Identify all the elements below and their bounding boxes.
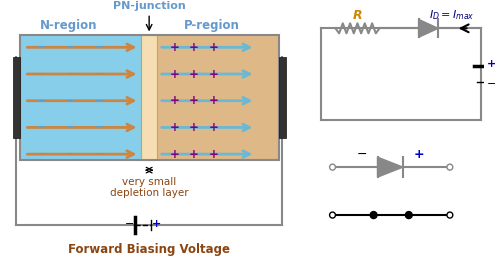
Text: −: − <box>66 96 75 106</box>
Text: −: − <box>125 219 134 229</box>
Text: −: − <box>66 69 75 79</box>
Circle shape <box>330 164 336 170</box>
Text: −: − <box>95 69 104 79</box>
Text: −: − <box>37 96 46 106</box>
Circle shape <box>330 212 336 218</box>
Text: +: + <box>209 121 219 134</box>
Text: +: + <box>189 41 199 54</box>
Circle shape <box>447 212 453 218</box>
Bar <box>13 57 20 138</box>
Circle shape <box>447 164 453 170</box>
Text: +: + <box>487 59 495 69</box>
Circle shape <box>405 212 412 219</box>
Bar <box>142 35 157 160</box>
Text: very small: very small <box>122 177 176 187</box>
Bar <box>142 35 279 160</box>
Text: +: + <box>413 148 424 161</box>
Circle shape <box>370 212 377 219</box>
Text: $I_D = I_{max}$: $I_D = I_{max}$ <box>429 9 475 22</box>
Text: −: − <box>37 69 46 79</box>
Text: −: − <box>66 149 75 159</box>
Text: depletion layer: depletion layer <box>110 188 189 198</box>
Text: −: − <box>37 123 46 132</box>
Text: Forward Biasing Voltage: Forward Biasing Voltage <box>68 242 230 256</box>
Text: −: − <box>356 148 367 161</box>
Text: −: − <box>95 149 104 159</box>
Bar <box>20 35 142 160</box>
Text: +: + <box>170 148 180 161</box>
Text: +: + <box>152 219 161 229</box>
Text: −: − <box>95 96 104 106</box>
Text: R: R <box>352 9 362 22</box>
Text: +: + <box>189 121 199 134</box>
Text: +: + <box>170 68 180 81</box>
Text: −: − <box>37 149 46 159</box>
Text: −: − <box>95 42 104 52</box>
Text: +: + <box>209 148 219 161</box>
Text: +: + <box>170 94 180 107</box>
Text: −: − <box>66 42 75 52</box>
Text: −: − <box>487 79 495 89</box>
Text: −: − <box>95 123 104 132</box>
Text: +: + <box>189 94 199 107</box>
Text: +: + <box>209 94 219 107</box>
Text: −: − <box>37 42 46 52</box>
Text: +: + <box>170 121 180 134</box>
Text: P-region: P-region <box>184 19 239 32</box>
Text: PN-junction: PN-junction <box>113 1 186 11</box>
Text: −: − <box>66 123 75 132</box>
Bar <box>279 57 286 138</box>
Text: +: + <box>189 68 199 81</box>
Text: +: + <box>209 41 219 54</box>
Polygon shape <box>378 157 403 177</box>
Text: +: + <box>189 148 199 161</box>
Polygon shape <box>419 19 438 37</box>
Text: +: + <box>170 41 180 54</box>
Text: +: + <box>209 68 219 81</box>
Bar <box>20 35 279 160</box>
Text: N-region: N-region <box>40 19 98 32</box>
